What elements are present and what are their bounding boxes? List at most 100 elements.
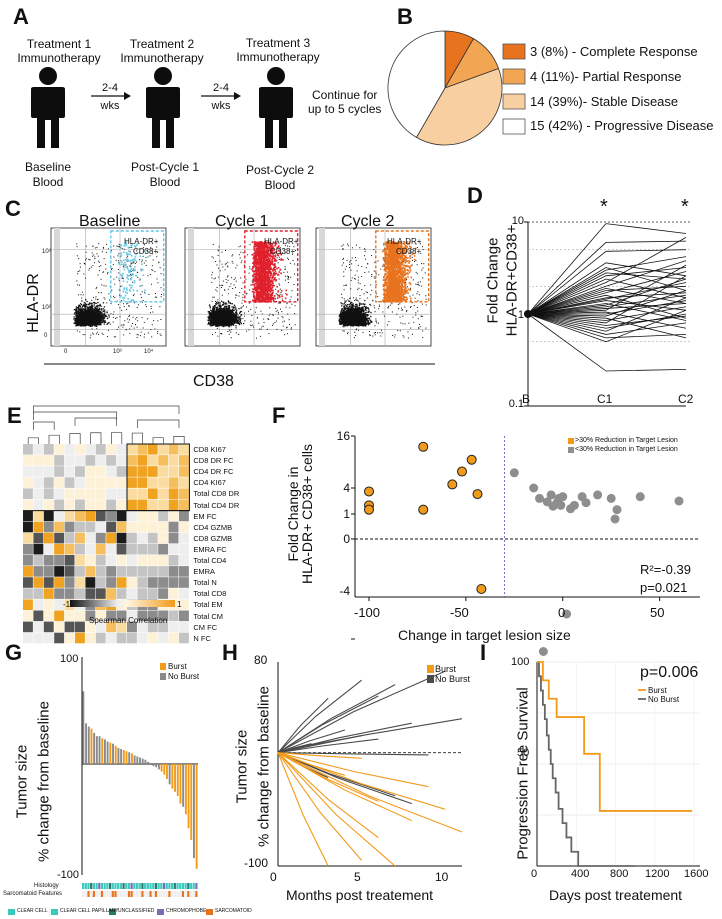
g-histology-cell xyxy=(114,883,117,889)
g-bar-23 xyxy=(144,759,147,764)
f-legend-swatch-noburst xyxy=(568,447,574,453)
g-bar-25 xyxy=(149,762,152,764)
heatmap-cell xyxy=(54,566,65,577)
heatmap-cell xyxy=(106,444,117,455)
g-hist-legend-4: SARCOMATOID xyxy=(215,908,252,914)
g-sarcomatoid-cell xyxy=(146,891,149,897)
g-bar-31 xyxy=(166,764,168,779)
heatmap-cell xyxy=(23,499,33,511)
g-sarcomatoid-cell xyxy=(82,891,85,897)
g-hist-legend-0: CLEAR CELL xyxy=(17,908,48,914)
h-legend-burst: Burst xyxy=(435,664,457,674)
heatmap-cell xyxy=(64,510,75,522)
heatmap-cell xyxy=(158,477,169,488)
f-legend-burst: >30% Reduction in Target Lesion xyxy=(575,437,678,444)
f-point-noburst-4 xyxy=(546,490,556,500)
g-sarcomatoid-cell xyxy=(195,891,198,897)
heatmap-row-label: Total CD4 DR xyxy=(193,500,240,510)
g-bar-4 xyxy=(93,732,96,764)
flow-events-1 xyxy=(207,244,296,339)
pie-legend-swatch-0 xyxy=(502,43,526,60)
pie-legend-swatch-1 xyxy=(502,68,526,85)
d-patient-line-25 xyxy=(527,290,687,317)
g-bar-32 xyxy=(168,764,171,785)
h-legend-swatch-burst xyxy=(427,665,434,673)
heatmap-cell xyxy=(85,566,96,577)
h-line-burst-5 xyxy=(277,752,363,861)
g-bar-0 xyxy=(82,691,85,764)
f-point-burst-5 xyxy=(447,479,458,490)
g-histology-cell xyxy=(98,883,101,889)
g-histology-cell xyxy=(168,883,171,889)
f-point-burst-4 xyxy=(418,504,429,515)
g-histology-cell xyxy=(160,883,163,889)
heatmap-cell xyxy=(137,555,148,566)
blood3-line2: Blood xyxy=(264,178,296,192)
heatmap-cell xyxy=(64,444,75,455)
heatmap-cell xyxy=(127,588,137,599)
d-patient-line-17 xyxy=(527,300,687,315)
g-bar-39 xyxy=(187,764,190,829)
heatmap-cell xyxy=(64,555,75,566)
step2-title: Treatment 2 xyxy=(129,37,195,51)
f-point-burst-8 xyxy=(472,489,483,500)
heatmap-cell xyxy=(127,621,137,633)
d-xtick-b: B xyxy=(522,392,531,406)
panel-label-e: E xyxy=(7,403,22,428)
heatmap-cell xyxy=(147,521,158,533)
flow-gated-events-2 xyxy=(381,241,417,303)
heatmap-cell xyxy=(168,499,179,511)
g-sarcomatoid-cell xyxy=(184,891,187,897)
d-patient-line-13 xyxy=(527,271,687,315)
heatmap-cell xyxy=(33,566,44,577)
continue-line2: up to 5 cycles xyxy=(308,102,382,116)
heatmap-cell xyxy=(168,532,179,544)
interval2-bottom: wks xyxy=(211,100,231,112)
heatmap-cell xyxy=(168,588,179,599)
panel-label-i: I xyxy=(480,640,487,665)
heatmap-cell xyxy=(95,566,106,577)
flow-frame-2 xyxy=(315,227,432,347)
heatmap-cell xyxy=(23,588,33,599)
g-histology-cell xyxy=(122,883,125,889)
heatmap-cell xyxy=(43,577,54,588)
g-bar-5 xyxy=(95,736,98,764)
g-sarcomatoid-cell xyxy=(176,891,179,897)
g-histology-cell xyxy=(173,883,176,889)
heatmap-cell xyxy=(33,599,44,610)
heatmap-cell xyxy=(33,610,44,622)
heatmap-row-label: CD8 GZMB xyxy=(193,533,233,543)
h-line-noburst-2 xyxy=(277,679,362,754)
heatmap-cell xyxy=(179,566,189,577)
heatmap-row-label: Total CD8 xyxy=(193,589,227,599)
heatmap-cell xyxy=(116,499,127,511)
heatmap-cell xyxy=(168,477,179,488)
i-legend-noburst: No Burst xyxy=(648,695,680,704)
heatmap-cell xyxy=(75,521,85,533)
g-sarcomatoid-cell xyxy=(100,891,104,897)
f-legend-swatch-burst xyxy=(568,438,574,444)
d-patient-line-0 xyxy=(527,223,687,315)
flow-ytick-zero: 0 xyxy=(44,333,48,339)
heatmap-legend-title: Spearman Correlation xyxy=(89,616,168,625)
heatmap-cell xyxy=(137,521,148,533)
g-sarcomatoid-cell xyxy=(90,891,93,897)
g-hist-legend-3: CHROMOPHOBE xyxy=(166,908,207,914)
heatmap-cell xyxy=(158,510,169,522)
gate-label-cycle2-2: CD38+ xyxy=(396,247,422,256)
flow-ytick-mid: 10² xyxy=(42,305,51,311)
heatmap-cell xyxy=(54,477,65,488)
heatmap-cell xyxy=(158,588,169,599)
heatmap-cell xyxy=(54,621,65,633)
flow-gate-2 xyxy=(375,230,430,303)
d-patient-line-29 xyxy=(527,313,687,326)
d-patient-line-35 xyxy=(527,313,687,372)
heatmap-cell xyxy=(137,621,148,633)
heatmap-cell xyxy=(43,588,54,599)
g-ytick-m100: -100 xyxy=(57,869,80,881)
g-sarcomatoid-cell xyxy=(119,891,122,897)
heatmap-cell xyxy=(127,444,137,455)
heatmap-cell xyxy=(147,577,158,588)
